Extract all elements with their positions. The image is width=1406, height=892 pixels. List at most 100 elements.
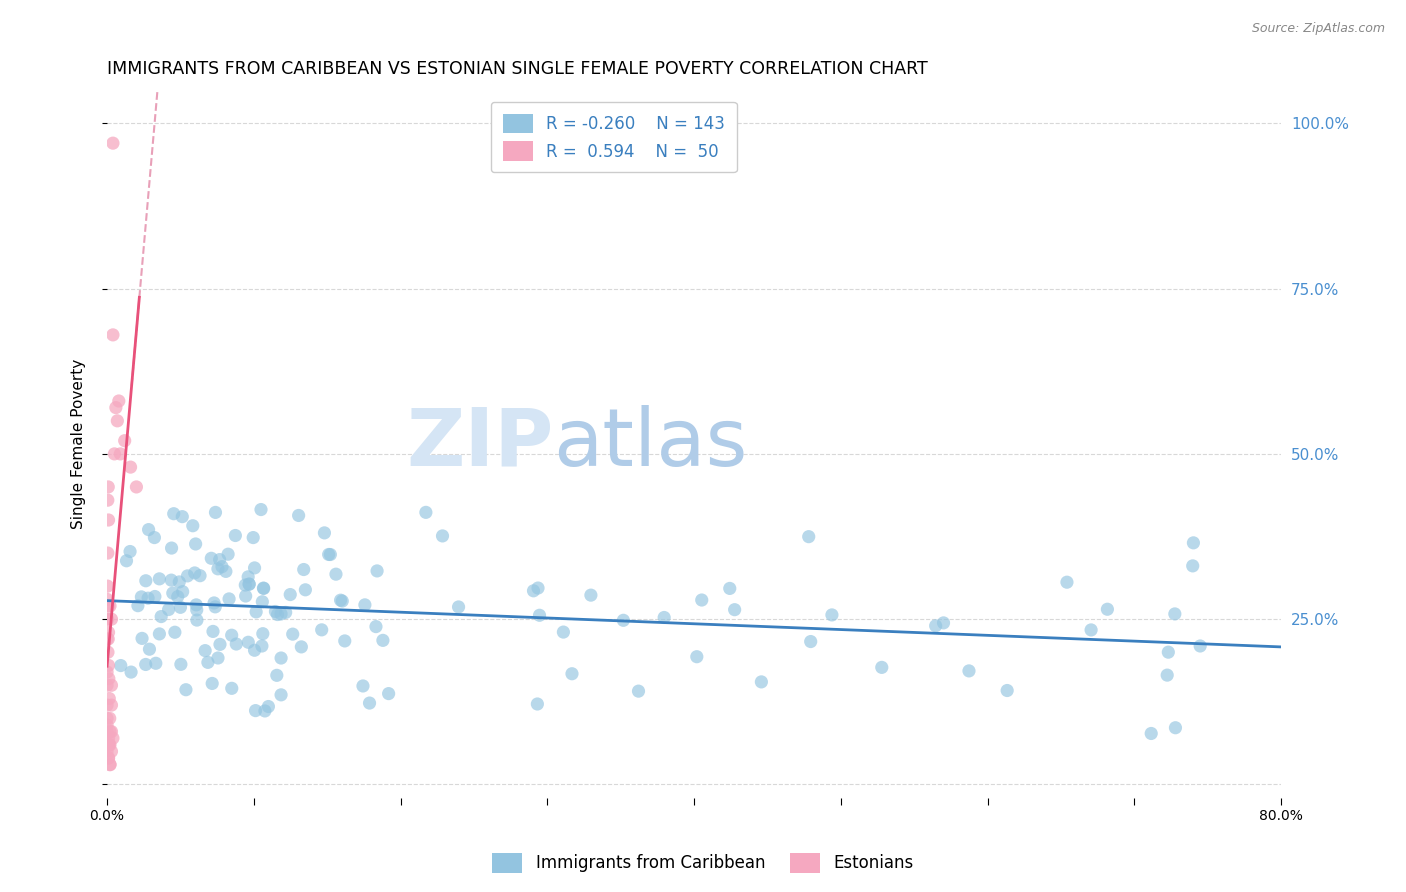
Point	[96, 744, 118, 758]
Point	[98, 757, 121, 772]
Point	[957, 664, 980, 678]
Text: ZIP: ZIP	[406, 405, 553, 483]
Point	[131, 590, 153, 604]
Point	[97, 546, 120, 560]
Point	[627, 684, 650, 698]
Point	[252, 626, 274, 640]
Point	[235, 589, 257, 603]
Point	[103, 447, 125, 461]
Point	[208, 552, 231, 566]
Point	[98, 738, 121, 752]
Point	[1156, 668, 1178, 682]
Point	[281, 627, 304, 641]
Point	[125, 480, 148, 494]
Point	[243, 561, 266, 575]
Point	[114, 434, 136, 448]
Point	[359, 696, 381, 710]
Point	[238, 570, 260, 584]
Point	[97, 751, 120, 765]
Point	[553, 625, 575, 640]
Point	[135, 657, 157, 672]
Point	[1189, 639, 1212, 653]
Point	[181, 518, 204, 533]
Point	[97, 738, 120, 752]
Point	[325, 567, 347, 582]
Point	[110, 658, 132, 673]
Point	[183, 566, 205, 580]
Point	[270, 651, 292, 665]
Point	[186, 613, 208, 627]
Point	[718, 582, 741, 596]
Point	[366, 564, 388, 578]
Point	[96, 665, 118, 679]
Point	[364, 619, 387, 633]
Point	[200, 551, 222, 566]
Point	[1157, 645, 1180, 659]
Point	[225, 637, 247, 651]
Point	[995, 683, 1018, 698]
Point	[96, 632, 118, 646]
Point	[447, 599, 470, 614]
Point	[101, 136, 124, 150]
Point	[138, 642, 160, 657]
Point	[115, 554, 138, 568]
Point	[97, 625, 120, 640]
Point	[101, 327, 124, 342]
Point	[120, 665, 142, 679]
Point	[201, 624, 224, 639]
Point	[218, 591, 240, 606]
Point	[294, 582, 316, 597]
Legend: R = -0.260    N = 143, R =  0.594    N =  50: R = -0.260 N = 143, R = 0.594 N = 50	[491, 103, 737, 172]
Point	[96, 579, 118, 593]
Point	[264, 605, 287, 619]
Point	[186, 603, 208, 617]
Point	[238, 635, 260, 649]
Point	[97, 480, 120, 494]
Point	[143, 531, 166, 545]
Point	[186, 598, 208, 612]
Point	[314, 525, 336, 540]
Point	[170, 657, 193, 672]
Point	[522, 583, 544, 598]
Point	[266, 668, 288, 682]
Point	[221, 628, 243, 642]
Point	[150, 609, 173, 624]
Point	[148, 572, 170, 586]
Point	[1097, 602, 1119, 616]
Point	[98, 711, 121, 725]
Point	[1164, 721, 1187, 735]
Point	[98, 691, 121, 706]
Point	[96, 678, 118, 692]
Point	[101, 731, 124, 746]
Point	[97, 612, 120, 626]
Point	[579, 588, 602, 602]
Point	[100, 744, 122, 758]
Point	[245, 704, 267, 718]
Point	[526, 697, 548, 711]
Point	[97, 645, 120, 659]
Point	[690, 593, 713, 607]
Point	[252, 581, 274, 595]
Point	[215, 565, 238, 579]
Point	[250, 639, 273, 653]
Point	[352, 679, 374, 693]
Point	[274, 606, 297, 620]
Point	[194, 643, 217, 657]
Point	[100, 698, 122, 712]
Point	[751, 674, 773, 689]
Point	[354, 598, 377, 612]
Point	[415, 505, 437, 519]
Point	[110, 447, 132, 461]
Point	[197, 656, 219, 670]
Point	[131, 632, 153, 646]
Point	[163, 625, 186, 640]
Point	[104, 401, 127, 415]
Point	[145, 657, 167, 671]
Point	[1182, 536, 1205, 550]
Point	[266, 607, 288, 622]
Point	[97, 513, 120, 527]
Point	[127, 599, 149, 613]
Point	[292, 562, 315, 576]
Point	[201, 676, 224, 690]
Point	[100, 612, 122, 626]
